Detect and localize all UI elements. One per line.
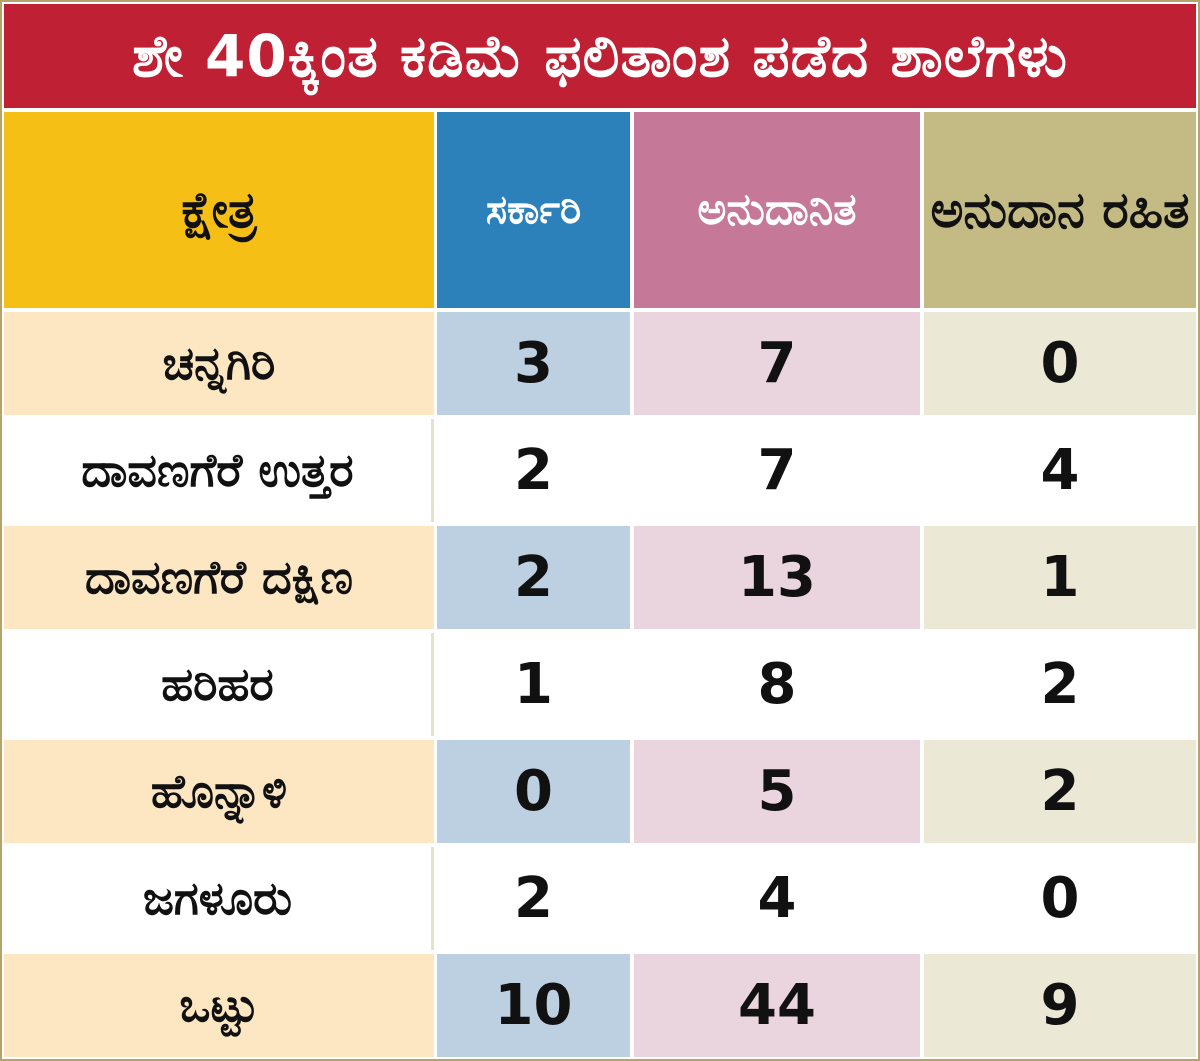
cell-aided: 8 bbox=[634, 633, 920, 736]
cell-unaided: 0 bbox=[924, 847, 1196, 950]
cell-unaided: 0 bbox=[924, 312, 1196, 415]
cell-government: 1 bbox=[437, 633, 630, 736]
header-row: ಕ್ಷೇತ್ರ ಸರ್ಕಾರಿ ಅನುದಾನಿತ ಅನುದಾನ ರಹಿತ bbox=[4, 112, 1196, 308]
cell-government: 2 bbox=[437, 847, 630, 950]
cell-government-total: 10 bbox=[437, 954, 630, 1057]
row-label: ದಾವಣಗೆರೆ ಉತ್ತರ bbox=[4, 419, 434, 522]
cell-aided: 13 bbox=[634, 526, 920, 629]
row-label-total: ಒಟ್ಟು bbox=[4, 954, 434, 1057]
cell-government: 2 bbox=[437, 526, 630, 629]
table-row: ಚನ್ನಗಿರಿ 3 7 0 bbox=[4, 312, 1196, 415]
table-row: ಜಗಳೂರು 2 4 0 bbox=[4, 847, 1196, 950]
header-unaided: ಅನುದಾನ ರಹಿತ bbox=[924, 112, 1196, 308]
row-label: ದಾವಣಗೆರೆ ದಕ್ಷಿಣ bbox=[4, 526, 434, 629]
header-aided: ಅನುದಾನಿತ bbox=[634, 112, 920, 308]
cell-government: 0 bbox=[437, 740, 630, 843]
cell-unaided: 1 bbox=[924, 526, 1196, 629]
row-label: ಜಗಳೂರು bbox=[4, 847, 434, 950]
cell-aided-total: 44 bbox=[634, 954, 920, 1057]
row-label: ಹೊನ್ನಾಳಿ bbox=[4, 740, 434, 843]
row-label: ಹರಿಹರ bbox=[4, 633, 434, 736]
cell-aided: 5 bbox=[634, 740, 920, 843]
cell-unaided: 2 bbox=[924, 633, 1196, 736]
cell-aided: 7 bbox=[634, 312, 920, 415]
cell-unaided: 2 bbox=[924, 740, 1196, 843]
header-area: ಕ್ಷೇತ್ರ bbox=[4, 112, 434, 308]
table-row-total: ಒಟ್ಟು 10 44 9 bbox=[4, 954, 1196, 1057]
cell-aided: 7 bbox=[634, 419, 920, 522]
table-row: ಹೊನ್ನಾಳಿ 0 5 2 bbox=[4, 740, 1196, 843]
table-title: ಶೇ 40ಕ್ಕಿಂತ ಕಡಿಮೆ ಫಲಿತಾಂಶ ಪಡೆದ ಶಾಲೆಗಳು bbox=[4, 4, 1196, 108]
cell-unaided: 4 bbox=[924, 419, 1196, 522]
cell-aided: 4 bbox=[634, 847, 920, 950]
cell-unaided-total: 9 bbox=[924, 954, 1196, 1057]
cell-government: 3 bbox=[437, 312, 630, 415]
header-government: ಸರ್ಕಾರಿ bbox=[437, 112, 630, 308]
row-label: ಚನ್ನಗಿರಿ bbox=[4, 312, 434, 415]
table-row: ದಾವಣಗೆರೆ ಉತ್ತರ 2 7 4 bbox=[4, 419, 1196, 522]
table-row: ಹರಿಹರ 1 8 2 bbox=[4, 633, 1196, 736]
table-row: ದಾವಣಗೆರೆ ದಕ್ಷಿಣ 2 13 1 bbox=[4, 526, 1196, 629]
cell-government: 2 bbox=[437, 419, 630, 522]
